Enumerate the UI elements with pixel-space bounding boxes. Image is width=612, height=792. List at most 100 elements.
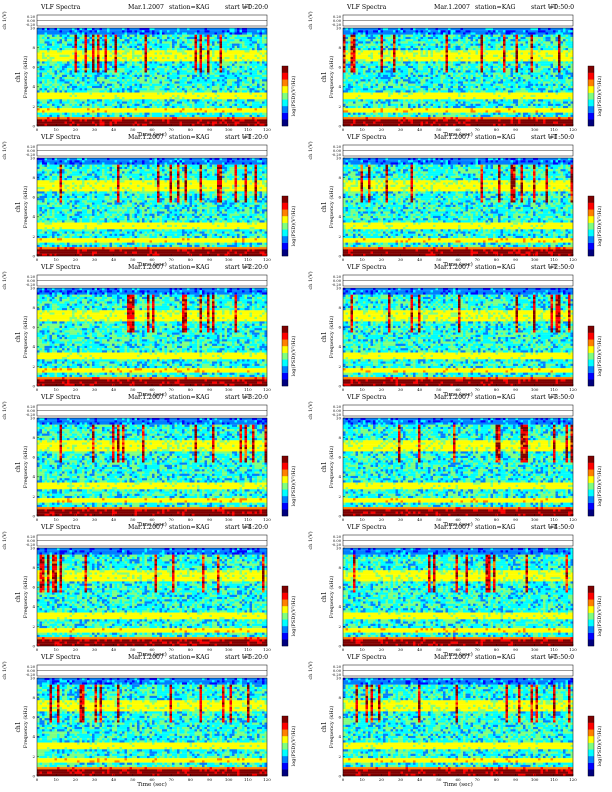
spectrogram-cell bbox=[254, 45, 258, 49]
spectrogram-cell bbox=[49, 103, 53, 107]
spectrogram-cell bbox=[535, 36, 539, 40]
spectrogram-cell bbox=[119, 54, 123, 58]
spectrogram-cell bbox=[259, 77, 263, 80]
spectrogram-cell bbox=[224, 112, 228, 115]
spectrogram-cell bbox=[262, 83, 265, 87]
spectrogram-cell bbox=[129, 117, 133, 120]
spectrogram-cell bbox=[194, 90, 198, 93]
spectrogram-cell bbox=[49, 50, 53, 53]
spectrogram-cell bbox=[192, 41, 195, 44]
spectrogram-cell bbox=[97, 59, 100, 62]
spectrogram-cell bbox=[102, 103, 105, 107]
y-tick-label: 0 bbox=[32, 123, 35, 128]
spectrogram-cell bbox=[433, 39, 436, 42]
spectrogram-cell bbox=[202, 54, 205, 58]
spectrogram-cell bbox=[77, 94, 80, 98]
spectrogram-cell bbox=[152, 28, 155, 31]
spectrogram-cell bbox=[393, 39, 396, 42]
spectrogram-cell bbox=[179, 94, 183, 98]
spectrogram-cell bbox=[199, 72, 203, 75]
spectrogram-cell bbox=[565, 30, 569, 33]
spectrogram-cell bbox=[485, 39, 489, 42]
spectrogram-cell bbox=[212, 28, 215, 31]
spectrogram-cell bbox=[187, 83, 190, 87]
spectrogram-cell bbox=[54, 36, 58, 40]
spectrogram-cell bbox=[159, 94, 163, 98]
spectrogram-cell bbox=[259, 72, 263, 75]
spectrogram-cell bbox=[262, 48, 265, 51]
spectrogram-cell bbox=[59, 34, 63, 38]
spectrogram-cell bbox=[112, 56, 115, 60]
spectrogram-cell bbox=[232, 79, 235, 82]
spectrogram-cell bbox=[154, 63, 158, 66]
spectrogram-cell bbox=[189, 41, 193, 44]
spectrogram-cell bbox=[229, 72, 233, 75]
spectrogram-cell bbox=[37, 92, 40, 95]
spectrogram-cell bbox=[348, 30, 351, 33]
spectrogram-cell bbox=[152, 34, 155, 38]
spectrogram-cell bbox=[149, 59, 153, 62]
spectrogram-cell bbox=[239, 92, 243, 95]
spectrogram-cell bbox=[249, 54, 253, 58]
spectrogram-cell bbox=[104, 101, 108, 104]
spectrogram-cell bbox=[433, 41, 436, 44]
spectrogram-cell bbox=[162, 117, 165, 120]
spectrogram-cell bbox=[107, 70, 110, 73]
spectrogram-cell bbox=[74, 48, 78, 51]
spectrogram-cell bbox=[144, 56, 148, 60]
spectrogram-cell bbox=[149, 105, 153, 109]
spectrogram-cell bbox=[207, 59, 210, 62]
spectrogram-cell bbox=[117, 77, 120, 80]
spectrogram-cell bbox=[77, 59, 80, 62]
spectrogram-cell bbox=[189, 48, 193, 51]
spectrogram-cell bbox=[378, 34, 381, 38]
spectrogram-cell bbox=[264, 114, 268, 118]
spectrogram-cell bbox=[234, 119, 238, 122]
spectrogram-cell bbox=[209, 68, 213, 71]
spectrogram-cell bbox=[538, 39, 541, 42]
spectrogram-cell bbox=[159, 34, 163, 38]
spectrogram-cell bbox=[104, 121, 108, 124]
spectrogram-cell bbox=[184, 81, 188, 84]
spectrogram-cell bbox=[259, 117, 263, 120]
spectrogram-cell bbox=[194, 119, 198, 122]
spectrogram-cell bbox=[164, 48, 168, 51]
spectrogram-cell bbox=[425, 30, 429, 33]
spectrogram-cell bbox=[570, 30, 574, 33]
spectrogram-cell bbox=[209, 103, 213, 107]
spectrogram-cell bbox=[264, 41, 268, 44]
spectrogram-cell bbox=[89, 94, 93, 98]
spectrogram-cell bbox=[54, 43, 58, 46]
spectrogram-cell bbox=[237, 65, 240, 69]
spectrogram-cell bbox=[194, 97, 198, 100]
spectrogram-cell bbox=[67, 101, 70, 104]
spectrogram-cell bbox=[102, 63, 105, 66]
spectrogram-cell bbox=[242, 117, 245, 120]
spectrogram-cell bbox=[254, 72, 258, 75]
spectrogram-cell bbox=[67, 54, 70, 58]
spectrogram-cell bbox=[139, 45, 143, 49]
spectrogram-cell bbox=[97, 30, 100, 33]
spectrogram-cell bbox=[84, 56, 88, 60]
spectrogram-cell bbox=[420, 34, 424, 38]
spectrogram-cell bbox=[107, 85, 110, 89]
spectrogram-cell bbox=[438, 39, 441, 42]
spectrogram-cell bbox=[119, 94, 123, 98]
spectrogram-cell bbox=[54, 121, 58, 124]
spectrogram-cell bbox=[222, 61, 225, 64]
spectrogram-cell bbox=[134, 79, 138, 82]
spectrogram-cell bbox=[44, 110, 48, 113]
spectrogram-cell bbox=[219, 123, 223, 127]
spectrogram-cell bbox=[199, 105, 203, 109]
spectrogram-cell bbox=[47, 114, 50, 118]
spectrogram-cell bbox=[244, 105, 248, 109]
spectrogram-cell bbox=[224, 56, 228, 60]
spectrogram-cell bbox=[558, 28, 561, 31]
spectrogram-cell bbox=[54, 83, 58, 87]
spectrogram-cell bbox=[84, 99, 88, 102]
spectrogram-cell bbox=[252, 114, 255, 118]
spectrogram-cell bbox=[137, 85, 140, 89]
spectrogram-cell bbox=[217, 123, 220, 127]
spectrogram-cell bbox=[262, 28, 265, 31]
spectrogram-cell bbox=[227, 99, 230, 102]
